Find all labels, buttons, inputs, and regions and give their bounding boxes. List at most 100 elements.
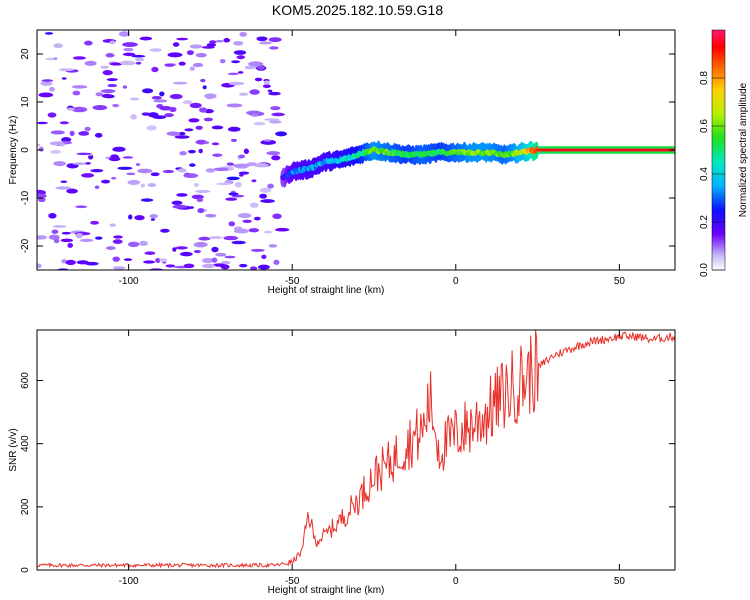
noise-cell (151, 95, 162, 100)
noise-cell (227, 72, 239, 76)
noise-cell (140, 198, 154, 202)
noise-cell (248, 228, 260, 233)
noise-cell (79, 238, 94, 243)
noise-cell (242, 219, 252, 224)
noise-cell (44, 32, 54, 35)
noise-cell (248, 61, 264, 67)
noise-cell (48, 213, 57, 219)
noise-cell (245, 162, 258, 167)
noise-cell (37, 263, 42, 269)
noise-cell (53, 161, 66, 167)
noise-cell (110, 62, 123, 66)
noise-cell (149, 214, 158, 219)
spectrogram-cells (37, 31, 675, 270)
noise-cell (90, 220, 100, 225)
noise-cell (172, 81, 188, 85)
noise-cell (225, 197, 238, 201)
noise-cell (78, 131, 90, 136)
noise-cell (102, 70, 113, 76)
spectrogram-xlabel: Height of straight line (km) (268, 285, 385, 296)
noise-cell (204, 141, 210, 145)
colorbar-tick-label: 0.2 (699, 215, 710, 229)
noise-cell (53, 238, 60, 244)
noise-cell (84, 40, 93, 46)
noise-cell (49, 141, 65, 146)
noise-cell (234, 181, 242, 188)
noise-cell (223, 38, 231, 43)
noise-cell (49, 86, 55, 92)
snr-series-line (37, 330, 675, 569)
noise-cell (257, 264, 270, 270)
noise-cell (71, 106, 88, 113)
noise-cell (58, 68, 75, 72)
noise-cell (195, 52, 207, 58)
noise-cell (172, 204, 188, 209)
snr-panel: -100 -50 0 50 0 200 400 600 Height of straight l… (8, 329, 676, 596)
noise-cell (198, 148, 203, 154)
noise-cell (122, 52, 136, 57)
noise-cell (142, 88, 154, 94)
noise-cell (263, 230, 273, 234)
noise-cell (65, 259, 76, 266)
noise-cell (90, 169, 104, 173)
noise-cell (50, 130, 65, 135)
noise-cell (112, 266, 126, 270)
noise-cell (112, 256, 120, 262)
noise-cell (122, 85, 128, 89)
noise-cell (100, 65, 110, 69)
noise-cell (211, 142, 220, 146)
noise-cell (202, 85, 207, 90)
noise-cell (231, 164, 247, 168)
noise-cell (176, 193, 188, 197)
noise-cell (61, 137, 72, 143)
noise-cell (169, 106, 177, 113)
noise-cell (228, 192, 239, 196)
noise-cell (250, 248, 265, 252)
noise-cell (216, 182, 232, 186)
noise-cell (72, 56, 86, 60)
noise-cell (38, 92, 54, 98)
noise-cell (228, 221, 236, 227)
noise-cell (111, 176, 117, 180)
noise-cell (220, 264, 230, 270)
noise-cell (238, 154, 246, 159)
noise-cell (75, 232, 83, 239)
noise-cell (196, 197, 204, 202)
noise-cell (202, 257, 214, 264)
noise-cell (106, 78, 118, 82)
noise-cell (61, 231, 71, 235)
noise-cell (53, 43, 63, 49)
noise-cell (41, 79, 54, 82)
noise-cell (134, 57, 145, 62)
chart-title: KOM5.2025.182.10.59.G18 (271, 2, 444, 18)
noise-cell (109, 40, 116, 45)
noise-cell (72, 90, 81, 96)
noise-cell (197, 208, 205, 214)
noise-cell (189, 206, 194, 209)
noise-cell (226, 176, 240, 181)
noise-cell (178, 131, 186, 136)
colorbar-tick-label: 0.0 (699, 263, 710, 277)
noise-cell (215, 40, 224, 43)
noise-cell (263, 139, 272, 142)
noise-cell (112, 103, 120, 108)
noise-cell (147, 183, 157, 188)
noise-cell (275, 131, 288, 137)
noise-cell (137, 168, 153, 174)
noise-cell (272, 213, 282, 220)
noise-cell (94, 132, 103, 138)
noise-cell (195, 125, 203, 130)
noise-cell (191, 194, 204, 200)
noise-cell (254, 77, 263, 82)
noise-cell (226, 103, 243, 108)
noise-cell (180, 251, 193, 257)
noise-cell (72, 162, 88, 166)
noise-cell (59, 121, 69, 125)
noise-cell (231, 240, 246, 245)
noise-cell (109, 223, 117, 227)
noise-cell (134, 215, 145, 221)
noise-cell (208, 236, 223, 240)
noise-cell (84, 60, 97, 66)
noise-cell (112, 239, 123, 244)
noise-cell (60, 180, 68, 183)
